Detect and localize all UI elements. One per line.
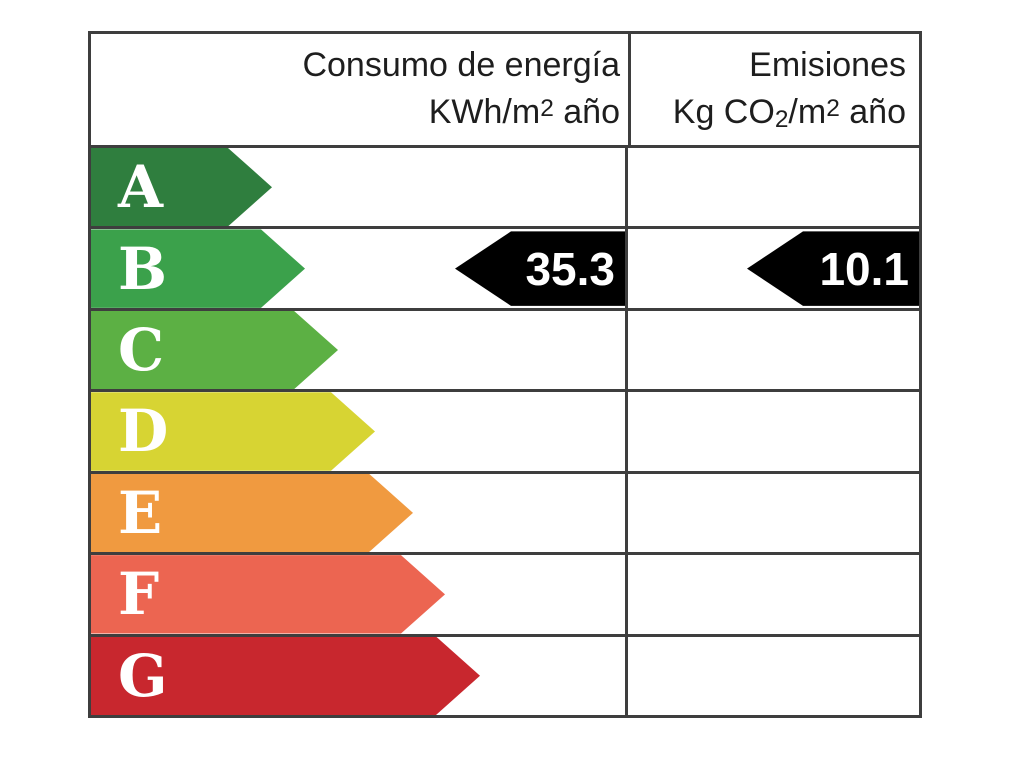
rating-bar-c: C [91, 311, 338, 389]
row-d-consumption-cell: D [91, 392, 628, 471]
consumption-unit-post: año [553, 93, 620, 131]
emissions-header-line2: Kg CO2/m2 año [631, 89, 906, 139]
emissions-unit-mid: /m [788, 93, 827, 131]
row-e-consumption-cell: E [91, 473, 628, 553]
rating-table: Consumo de energía KWh/m2 año Emisiones … [88, 31, 922, 718]
row-a-consumption-cell: A [91, 148, 628, 227]
rating-row-e: E [91, 473, 919, 556]
rating-row-f: F [91, 555, 919, 637]
rating-letter-e: E [118, 478, 163, 547]
consumption-header-line2: KWh/m2 año [91, 89, 620, 139]
row-c-emissions-cell [628, 311, 919, 389]
rating-bar-a: A [91, 148, 272, 226]
rating-bar-e: E [91, 474, 413, 552]
rating-row-g: G [91, 636, 919, 715]
row-g-emissions-cell [628, 637, 919, 715]
table-header: Consumo de energía KWh/m2 año Emisiones … [91, 34, 919, 148]
row-c-consumption-cell: C [91, 310, 628, 390]
header-consumption: Consumo de energía KWh/m2 año [91, 34, 631, 145]
row-b-emissions-cell: 10.1 [628, 229, 919, 307]
consumption-indicator-arrow: 35.3 [455, 231, 625, 306]
emissions-header-line1: Emisiones [749, 46, 906, 84]
rating-bar-g: G [91, 637, 480, 715]
row-d-emissions-cell [628, 392, 919, 470]
emissions-unit-pre: Kg CO [672, 93, 775, 131]
emissions-unit-sub: 2 [774, 106, 789, 134]
row-f-emissions-cell [628, 555, 919, 633]
rating-row-d: D [91, 392, 919, 474]
rating-letter-a: A [118, 153, 164, 222]
header-emissions: Emisiones Kg CO2/m2 año [631, 34, 919, 145]
rating-letter-b: B [118, 234, 168, 303]
row-e-emissions-cell [628, 474, 919, 552]
row-a-emissions-cell [628, 148, 919, 226]
consumption-header-line1: Consumo de energía [302, 46, 620, 84]
rating-letter-g: G [118, 641, 168, 710]
rating-row-a: A [91, 148, 919, 230]
consumption-value: 35.3 [525, 242, 615, 295]
rating-row-c: C [91, 310, 919, 393]
row-f-consumption-cell: F [91, 555, 628, 634]
consumption-unit-pre: KWh/m [428, 93, 541, 131]
rating-letter-c: C [118, 316, 165, 385]
row-g-consumption-cell: G [91, 636, 628, 715]
rating-letter-d: D [118, 397, 169, 466]
rating-row-b: B 35.3 10.1 [91, 229, 919, 311]
rating-bar-b: B [91, 229, 305, 307]
row-b-consumption-cell: B 35.3 [91, 229, 628, 308]
rating-rows: A B 35.3 10.1 [91, 148, 919, 715]
emissions-value: 10.1 [819, 242, 909, 295]
rating-letter-f: F [118, 560, 160, 629]
emissions-indicator-arrow: 10.1 [747, 231, 919, 306]
consumption-unit-sup: 2 [540, 95, 554, 123]
emissions-unit-sup: 2 [826, 95, 840, 123]
emissions-unit-post: año [839, 93, 906, 131]
rating-bar-d: D [91, 392, 375, 470]
rating-bar-f: F [91, 555, 445, 633]
